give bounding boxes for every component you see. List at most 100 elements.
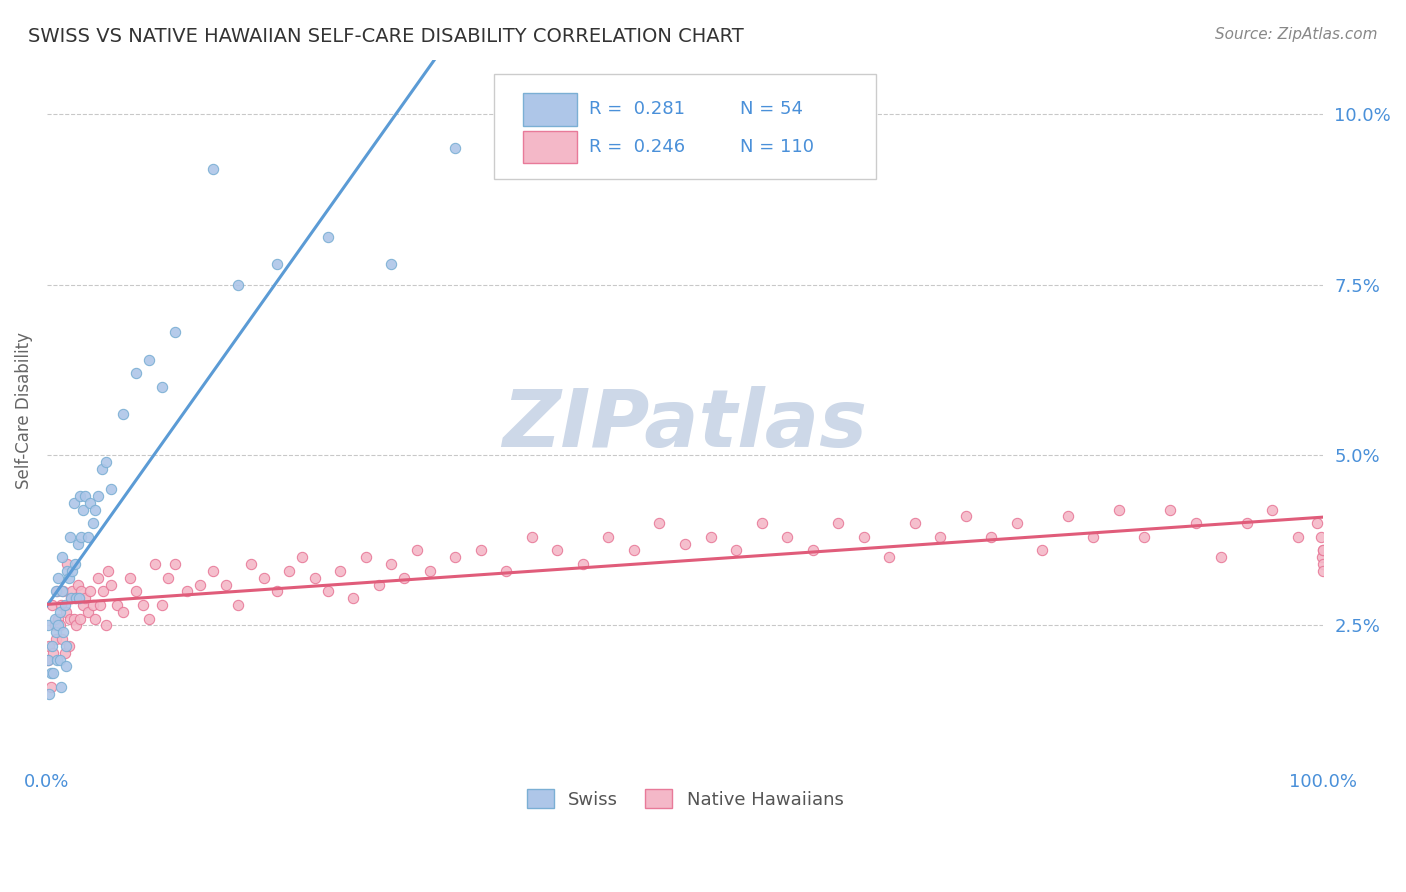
FancyBboxPatch shape <box>523 130 576 163</box>
Point <box>91 584 114 599</box>
Point <box>42 666 65 681</box>
Point <box>278 564 301 578</box>
Point <box>929 530 952 544</box>
Point <box>145 557 167 571</box>
Point <box>877 550 900 565</box>
Point <box>56 557 79 571</box>
Point <box>105 598 128 612</box>
Point <box>163 557 186 571</box>
Point <box>163 326 186 340</box>
Point <box>41 598 63 612</box>
Point <box>62 564 84 578</box>
Point <box>1312 543 1334 558</box>
Point <box>70 530 93 544</box>
Point <box>904 516 927 531</box>
Point <box>48 618 70 632</box>
Point <box>79 496 101 510</box>
Point <box>157 571 180 585</box>
Point <box>394 571 416 585</box>
Text: R =  0.246: R = 0.246 <box>589 137 685 156</box>
Y-axis label: Self-Care Disability: Self-Care Disability <box>15 332 32 489</box>
Point <box>138 612 160 626</box>
Point <box>598 530 620 544</box>
Point <box>70 584 93 599</box>
Point <box>44 618 66 632</box>
Point <box>316 230 339 244</box>
Point <box>66 577 89 591</box>
Point <box>62 584 84 599</box>
Point <box>52 625 75 640</box>
Point <box>51 550 73 565</box>
Point <box>406 543 429 558</box>
Point <box>304 571 326 585</box>
Point <box>150 598 173 612</box>
Point <box>380 557 402 571</box>
Point <box>62 612 84 626</box>
Text: SWISS VS NATIVE HAWAIIAN SELF-CARE DISABILITY CORRELATION CHART: SWISS VS NATIVE HAWAIIAN SELF-CARE DISAB… <box>28 27 744 45</box>
Point <box>176 584 198 599</box>
Point <box>69 612 91 626</box>
Point <box>44 612 66 626</box>
Point <box>65 591 87 606</box>
Point <box>188 577 211 591</box>
Point <box>1286 530 1309 544</box>
Point <box>45 625 67 640</box>
Text: N = 110: N = 110 <box>740 137 814 156</box>
Point <box>37 652 59 666</box>
Point <box>51 584 73 599</box>
Point <box>67 591 90 606</box>
Point <box>72 502 94 516</box>
Point <box>42 646 65 660</box>
Point <box>444 550 467 565</box>
Point <box>572 557 595 571</box>
Point <box>776 530 799 544</box>
Point <box>59 530 82 544</box>
Point <box>82 516 104 531</box>
Point <box>94 455 117 469</box>
Point <box>444 141 467 155</box>
Point <box>82 598 104 612</box>
Point <box>201 161 224 176</box>
Point <box>240 557 263 571</box>
Text: ZIPatlas: ZIPatlas <box>502 385 868 464</box>
Point <box>55 639 77 653</box>
Point <box>94 618 117 632</box>
Point <box>69 489 91 503</box>
Point <box>89 598 111 612</box>
Point <box>72 598 94 612</box>
Point <box>37 618 59 632</box>
Point <box>58 639 80 653</box>
Point <box>87 489 110 503</box>
Point <box>131 598 153 612</box>
Point <box>90 461 112 475</box>
Point <box>623 543 645 558</box>
Point <box>76 605 98 619</box>
Point <box>63 591 86 606</box>
Point <box>48 652 70 666</box>
Point <box>49 598 72 612</box>
Point <box>291 550 314 565</box>
Point <box>1184 516 1206 531</box>
Point <box>1057 509 1080 524</box>
Point <box>1312 543 1334 558</box>
Point <box>41 639 63 653</box>
Point <box>58 571 80 585</box>
Legend: Swiss, Native Hawaiians: Swiss, Native Hawaiians <box>519 782 851 816</box>
Point <box>112 605 135 619</box>
Point <box>495 564 517 578</box>
Point <box>62 496 84 510</box>
Point <box>48 605 70 619</box>
Point <box>112 407 135 421</box>
FancyBboxPatch shape <box>523 94 576 126</box>
Point <box>316 584 339 599</box>
Point <box>228 277 250 292</box>
Point <box>1133 530 1156 544</box>
Point <box>97 564 120 578</box>
Point <box>955 509 977 524</box>
Point <box>75 489 97 503</box>
Point <box>38 687 60 701</box>
Point <box>1306 516 1329 531</box>
Point <box>53 598 76 612</box>
Point <box>827 516 849 531</box>
Point <box>852 530 875 544</box>
